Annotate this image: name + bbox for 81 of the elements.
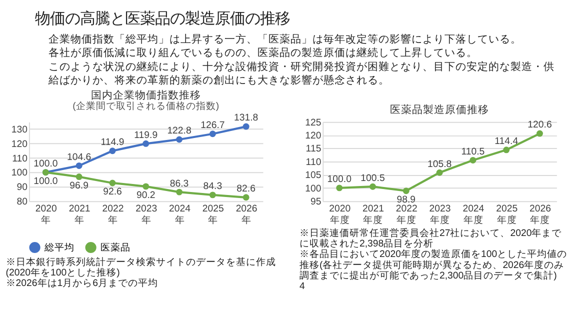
point <box>536 130 543 137</box>
x-tick-label: 2026年 <box>236 203 258 226</box>
data-label: 86.3 <box>170 178 189 190</box>
point <box>176 136 183 143</box>
point <box>142 140 150 147</box>
text: 企業物価指数「総平均」は上昇する一方、「医薬品」は毎年改定等の影響により下落している。 <box>48 32 522 46</box>
point <box>242 194 250 201</box>
data-label: 82.6 <box>236 184 256 195</box>
y-tick-label: 105 <box>305 170 322 182</box>
point <box>370 183 376 190</box>
text: このような状況の継続により、十分な設備投資・研究開発投資が困難となり、目下の安定的な製造・供給ばかりか、将来の革新的新薬の創出にも大きな影響が懸念される。 <box>47 60 554 86</box>
point <box>209 192 216 198</box>
point <box>76 174 82 180</box>
data-label: 131.8 <box>234 112 258 124</box>
data-label: 84.3 <box>203 181 222 192</box>
text: ※2026年は1月から6月までの平均 <box>6 277 158 290</box>
x-tick-label: 2023年 <box>136 203 158 226</box>
y-tick-label: 80 <box>16 196 28 208</box>
x-tick-label: 2022年 <box>102 203 124 226</box>
x-tick-label: 2020年 <box>35 203 57 226</box>
point <box>470 156 476 164</box>
data-label: 104.6 <box>66 152 92 163</box>
text: 物価の高騰と医薬品の製造原価の推移 <box>34 10 290 28</box>
point <box>209 130 216 138</box>
y-tick-label: 120 <box>305 130 322 142</box>
point <box>436 169 443 176</box>
point <box>142 183 150 190</box>
x-tick-label: 2021年度 <box>362 203 384 226</box>
data-label: 114.9 <box>100 137 124 148</box>
data-label: 100.0 <box>34 158 58 170</box>
x-tick-label: 2023年度 <box>429 203 451 226</box>
y-tick-label: 120 <box>11 138 28 150</box>
data-label: 100.5 <box>360 172 385 184</box>
point <box>503 146 510 154</box>
y-tick-label: 110 <box>12 153 28 164</box>
legend-label: 総平均 <box>43 241 74 254</box>
y-tick-label: 130 <box>11 124 28 136</box>
chart-title: 医薬品製造原価推移 <box>390 103 490 116</box>
x-tick-label: 2024年度 <box>462 203 485 226</box>
point <box>109 148 116 154</box>
y-tick-label: 115 <box>306 144 322 155</box>
text: 4 <box>299 281 306 292</box>
data-label: 100.0 <box>327 174 352 186</box>
chart-title: 国内企業物価指数推移 <box>90 88 201 102</box>
point <box>336 184 343 192</box>
chart-subtitle: (企業間で取引される価格の指数) <box>72 100 220 112</box>
point <box>109 180 116 186</box>
x-tick-label: 2021年 <box>68 203 90 226</box>
y-tick-label: 90 <box>16 182 28 194</box>
data-label: 110.5 <box>461 146 485 158</box>
y-tick-label: 100 <box>11 168 28 179</box>
x-tick-label: 2025年度 <box>496 203 518 226</box>
text: ※日薬連価研常任運営委員会社27社において、2020年までに収載された2,398品目を分析 <box>299 226 563 250</box>
data-label: 90.2 <box>136 190 156 202</box>
data-label: 120.6 <box>528 120 552 131</box>
data-label: 105.8 <box>427 158 452 170</box>
x-tick-label: 2024年 <box>169 203 192 226</box>
text: ※各品目において2020年度の製造原価を100とした平均値の推移(各社データ提供可能時期が異なるため、2026年度のみ調査までに提出が可能であった2,300品目のデータで集計) <box>299 248 568 282</box>
y-tick-label: 95 <box>310 196 322 208</box>
data-label: 122.8 <box>167 126 192 137</box>
data-label: 100.0 <box>34 176 58 187</box>
data-label: 96.9 <box>70 180 88 192</box>
text: 各社が原価低減に取り組んでいるものの、医薬品の製造原価は継続して上昇している。 <box>48 46 478 60</box>
y-tick-label: 100 <box>305 183 322 194</box>
y-tick-label: 125 <box>305 117 322 128</box>
x-tick-label: 2025年 <box>202 203 224 226</box>
point <box>402 188 410 194</box>
x-tick-label: 2022年度 <box>396 203 418 226</box>
data-label: 98.9 <box>396 194 416 206</box>
legend-label: 医薬品 <box>100 241 130 254</box>
data-label: 126.7 <box>200 120 225 132</box>
x-tick-label: 2020年度 <box>329 203 351 226</box>
point <box>176 188 183 196</box>
data-label: 119.9 <box>134 130 158 141</box>
data-label: 114.4 <box>494 136 519 148</box>
text: ※日本銀行時系列統計データ検索サイトのデータを基に作成(2020年を100とした推移) <box>6 256 276 279</box>
x-tick-label: 2026年度 <box>529 203 551 226</box>
point <box>76 162 82 169</box>
point <box>242 123 250 130</box>
y-tick-label: 110 <box>306 156 322 168</box>
data-label: 92.6 <box>103 186 122 198</box>
